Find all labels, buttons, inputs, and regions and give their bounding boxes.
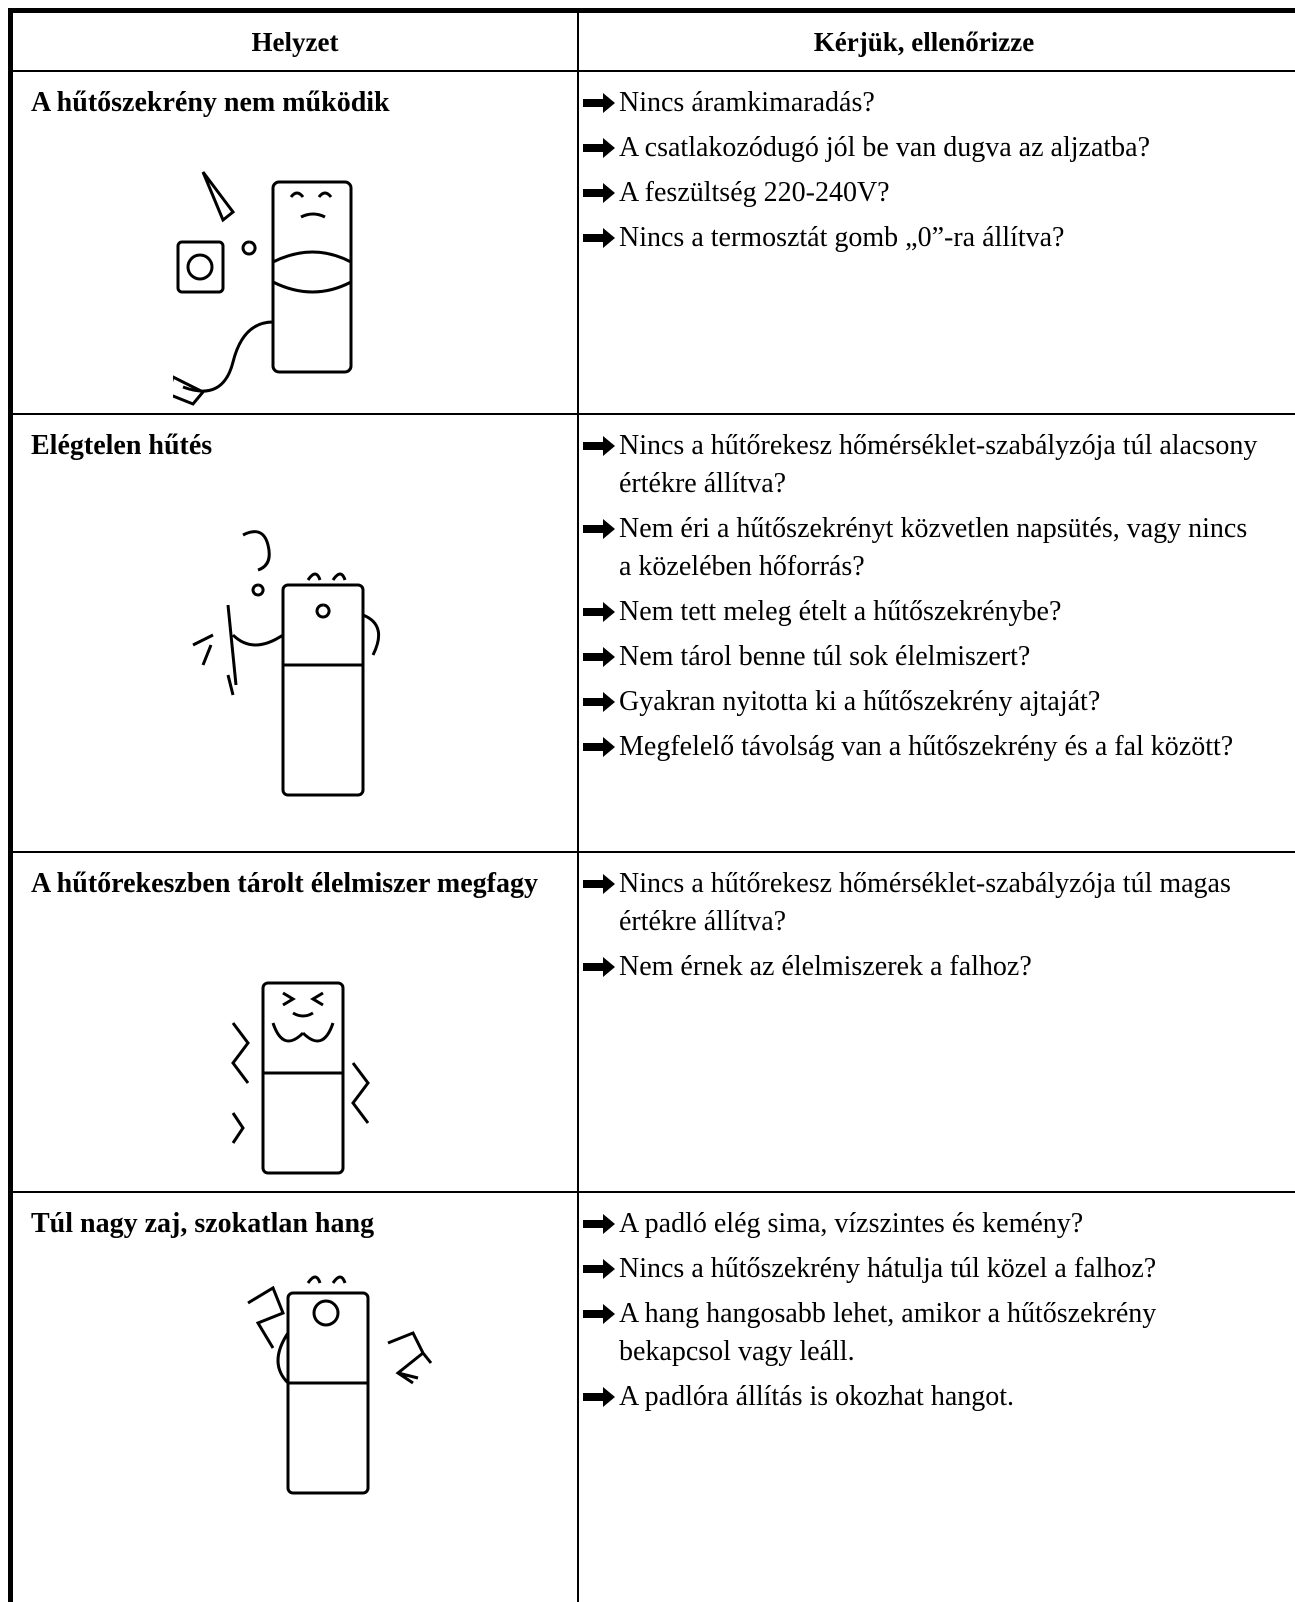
check-text: A padló elég sima, vízszintes és kemény? <box>619 1208 1084 1239</box>
header-row: Helyzet Kérjük, ellenőrizze <box>13 13 1295 72</box>
check-item: A padló elég sima, vízszintes és kemény? <box>583 1205 1263 1243</box>
checks-list: Nincs a hűtőrekesz hőmérséklet-szabályzó… <box>579 853 1263 986</box>
check-item: A hang hangosabb lehet, amikor a hűtősze… <box>583 1295 1263 1371</box>
illustration <box>231 981 370 1175</box>
check-item: Nem éri a hűtőszekrényt közvetlen napsüt… <box>583 510 1263 586</box>
arrow-bullet <box>583 737 615 757</box>
check-item: Nincs áramkimaradás? <box>583 84 1263 122</box>
arrow-bullet <box>583 647 615 667</box>
arrow-bullet <box>583 1387 615 1407</box>
check-item: Nem tett meleg ételt a hűtőszekrénybe? <box>583 593 1263 631</box>
checks-list: Nincs a hűtőrekesz hőmérséklet-szabályzó… <box>579 415 1263 766</box>
checks-cell: Nincs a hűtőrekesz hőmérséklet-szabályzó… <box>579 853 1295 1191</box>
situation-text: A hűtőrekeszben tárolt élelmiszer megfag… <box>31 868 539 899</box>
check-text: Nem éri a hűtőszekrényt közvetlen napsüt… <box>619 513 1248 582</box>
situation-text: Túl nagy zaj, szokatlan hang <box>31 1208 375 1239</box>
check-item: Megfelelő távolság van a hűtőszekrény és… <box>583 728 1263 766</box>
arrow-bullet <box>583 957 615 977</box>
checks-cell: A padló elég sima, vízszintes és kemény?… <box>579 1193 1295 1602</box>
check-text: A feszültség 220-240V? <box>619 177 890 208</box>
check-text: Nincs áramkimaradás? <box>619 87 875 118</box>
situation-text: A hűtőszekrény nem működik <box>31 87 390 118</box>
check-text: Nincs a hűtőrekesz hőmérséklet-szabályzó… <box>619 868 1231 937</box>
illustration <box>173 171 353 406</box>
check-item: Nem tárol benne túl sok élelmiszert? <box>583 638 1263 676</box>
check-text: Nincs a termosztát gomb „0”-ra állítva? <box>619 222 1065 253</box>
arrow-bullet <box>583 436 615 456</box>
situation-text: Elégtelen hűtés <box>31 430 213 461</box>
arrow-bullet <box>583 183 615 203</box>
check-item: Nincs a hűtőrekesz hőmérséklet-szabályzó… <box>583 427 1263 503</box>
situation-cell: Túl nagy zaj, szokatlan hang <box>13 1193 579 1602</box>
illustration <box>247 1275 433 1495</box>
arrow-bullet <box>583 692 615 712</box>
check-text: A padlóra állítás is okozhat hangot. <box>619 1381 1015 1412</box>
check-text: Nem tett meleg ételt a hűtőszekrénybe? <box>619 596 1062 627</box>
check-text: Megfelelő távolság van a hűtőszekrény és… <box>619 731 1234 762</box>
check-text: Nincs a hűtőrekesz hőmérséklet-szabályzó… <box>619 430 1258 499</box>
illustration <box>192 530 381 797</box>
arrow-bullet <box>583 93 615 113</box>
table-row: A hűtőszekrény nem működik Nincs áramkima… <box>13 72 1295 415</box>
check-item: A csatlakozódugó jól be van dugva az alj… <box>583 129 1263 167</box>
check-text: Gyakran nyitotta ki a hűtőszekrény ajtaj… <box>619 686 1101 717</box>
checks-cell: Nincs áramkimaradás? A csatlakozódugó jól… <box>579 72 1295 413</box>
check-item: Nincs a hűtőrekesz hőmérséklet-szabályzó… <box>583 865 1263 941</box>
check-item: Nincs a hűtőszekrény hátulja túl közel a… <box>583 1250 1263 1288</box>
situation-cell: A hűtőszekrény nem működik <box>13 72 579 413</box>
checks-list: Nincs áramkimaradás? A csatlakozódugó jól… <box>579 72 1263 257</box>
checks-list: A padló elég sima, vízszintes és kemény?… <box>579 1193 1263 1416</box>
check-item: A feszültség 220-240V? <box>583 174 1263 212</box>
check-text: A csatlakozódugó jól be van dugva az alj… <box>619 132 1151 163</box>
arrow-bullet <box>583 1214 615 1234</box>
checks-cell: Nincs a hűtőrekesz hőmérséklet-szabályzó… <box>579 415 1295 851</box>
check-text: Nem érnek az élelmiszerek a falhoz? <box>619 951 1032 982</box>
table-row: Elégtelen hűtés Nincs a hűtőrekesz hőmérs… <box>13 415 1295 853</box>
situation-cell: A hűtőrekeszben tárolt élelmiszer megfag… <box>13 853 579 1191</box>
table-row: Túl nagy zaj, szokatlan hang A padló elég… <box>13 1193 1295 1602</box>
check-item: Nincs a termosztát gomb „0”-ra állítva? <box>583 219 1263 257</box>
arrow-bullet <box>583 874 615 894</box>
arrow-bullet <box>583 228 615 248</box>
situation-cell: Elégtelen hűtés <box>13 415 579 851</box>
arrow-bullet <box>583 1304 615 1324</box>
check-text: Nem tárol benne túl sok élelmiszert? <box>619 641 1031 672</box>
header-cell: Helyzet <box>13 13 579 70</box>
check-item: Gyakran nyitotta ki a hűtőszekrény ajtaj… <box>583 683 1263 721</box>
check-text: Nincs a hűtőszekrény hátulja túl közel a… <box>619 1253 1157 1284</box>
check-item: Nem érnek az élelmiszerek a falhoz? <box>583 948 1263 986</box>
header-cell: Kérjük, ellenőrizze <box>813 27 1035 57</box>
arrow-bullet <box>583 138 615 158</box>
arrow-bullet <box>583 519 615 539</box>
table: Helyzet Kérjük, ellenőrizze A hűtőszekrény… <box>8 8 1295 1602</box>
arrow-bullet <box>583 602 615 622</box>
table-row: A hűtőrekeszben tárolt élelmiszer megfag… <box>13 853 1295 1193</box>
arrow-bullet <box>583 1259 615 1279</box>
check-text: A hang hangosabb lehet, amikor a hűtősze… <box>619 1298 1157 1367</box>
check-item: A padlóra állítás is okozhat hangot. <box>583 1378 1263 1416</box>
